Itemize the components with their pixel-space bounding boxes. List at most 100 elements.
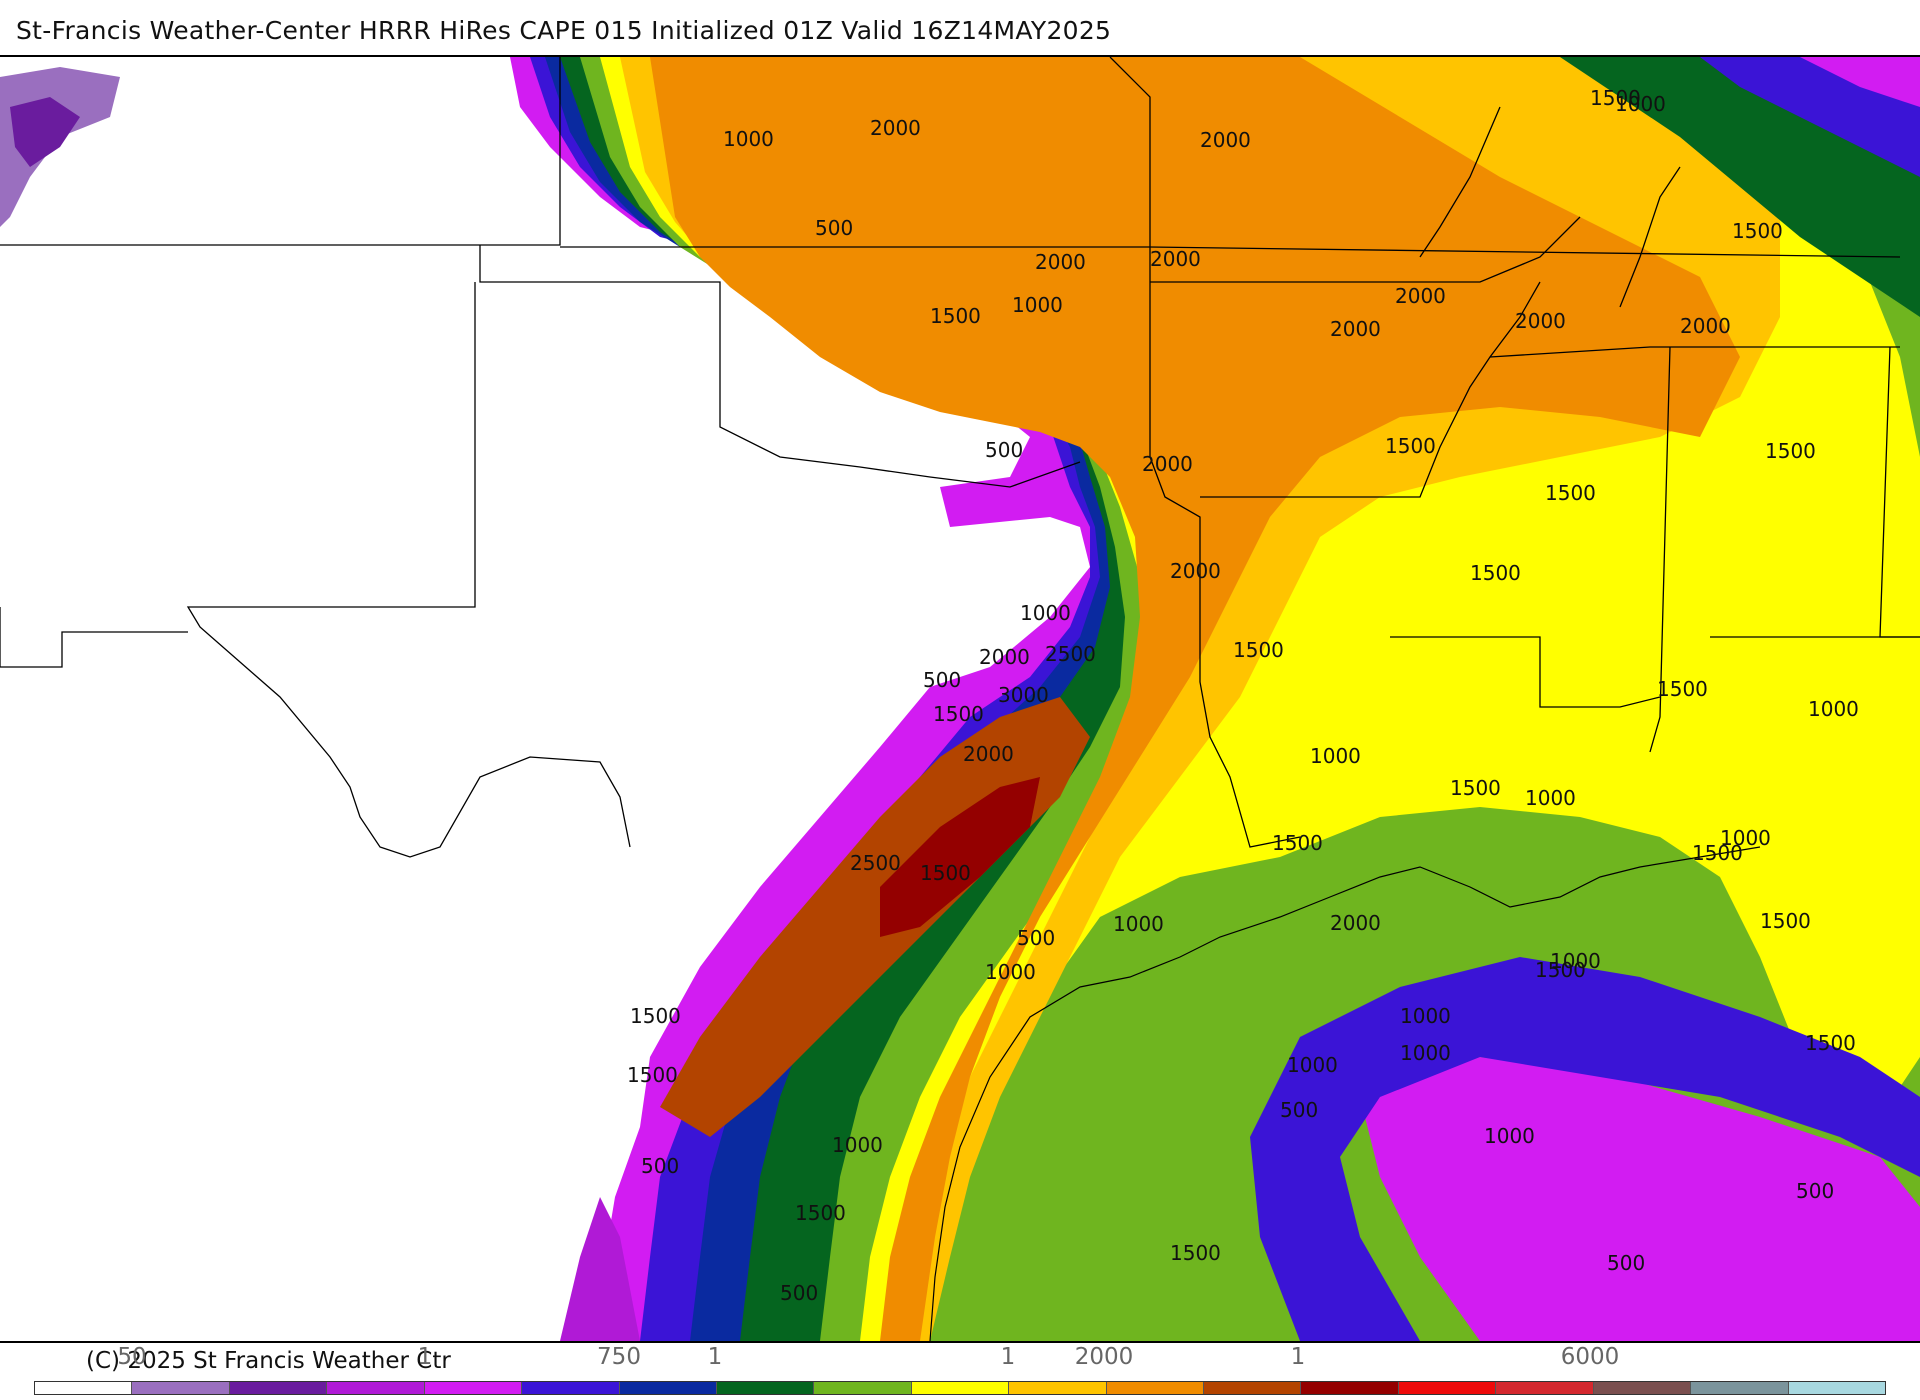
colorbar-swatch	[1204, 1382, 1302, 1394]
contour-label: 1500	[1657, 677, 1708, 701]
colorbar-swatch	[1788, 1382, 1886, 1394]
contour-label: 1000	[985, 960, 1036, 984]
contour-label: 1500	[1760, 909, 1811, 933]
contour-label: 2000	[1170, 559, 1221, 583]
contour-label: 1500	[1170, 1241, 1221, 1265]
contour-label: 2000	[963, 742, 1014, 766]
cape-band-nw-patch-inner	[10, 97, 80, 167]
colorbar-swatch	[424, 1382, 523, 1394]
colorbar-swatch	[911, 1382, 1010, 1394]
colorbar-swatch	[1009, 1382, 1107, 1394]
contour-label: 1500	[630, 1004, 681, 1028]
legend-tick-label: 750	[597, 1344, 641, 1370]
contour-label: 1000	[1720, 826, 1771, 850]
legend-tick-label: 1	[417, 1344, 433, 1370]
legend-tick-label: 1	[1000, 1344, 1016, 1370]
state-border	[1200, 281, 1541, 498]
colorbar-swatch	[522, 1382, 620, 1394]
state-border	[1649, 346, 1671, 753]
contour-label: 2000	[979, 645, 1030, 669]
contour-label: 1500	[1765, 439, 1816, 463]
contour-label: 1000	[1525, 786, 1576, 810]
cape-map: 1500200020001000150010005002000200020001…	[0, 55, 1920, 1343]
contour-label: 1500	[1470, 561, 1521, 585]
colorbar-swatch	[1593, 1382, 1692, 1394]
cape-band-darkred	[880, 777, 1040, 937]
contour-labels: 1500200020001000150010005002000200020001…	[627, 86, 1859, 1305]
colorbar-swatch	[327, 1382, 425, 1394]
contour-label: 1500	[930, 304, 981, 328]
state-border	[1390, 636, 1661, 708]
contour-label: 1000	[1113, 912, 1164, 936]
contour-label: 500	[641, 1154, 679, 1178]
legend-tick-label: 6000	[1560, 1344, 1620, 1370]
coastline	[929, 846, 1761, 1341]
cape-band-orange	[650, 57, 1740, 1341]
cape-band-gulf-violet	[1360, 1057, 1920, 1341]
contour-label: 1500	[920, 861, 971, 885]
state-borders	[0, 57, 1920, 858]
contour-label: 1000	[1808, 697, 1859, 721]
contour-label: 2000	[1150, 247, 1201, 271]
contour-label: 500	[1607, 1251, 1645, 1275]
contour-label: 3000	[998, 683, 1049, 707]
contour-label: 1500	[1590, 86, 1641, 110]
contour-label: 2000	[1035, 250, 1086, 274]
state-border	[1419, 106, 1501, 258]
state-border	[479, 245, 1081, 488]
state-border	[560, 246, 1901, 258]
colorbar-swatch	[229, 1382, 328, 1394]
cape-band-violet-sw	[560, 1197, 640, 1341]
contour-label: 500	[923, 668, 961, 692]
state-border	[186, 282, 631, 858]
contour-label: 500	[1796, 1179, 1834, 1203]
contour-label: 1500	[1272, 831, 1323, 855]
contour-label: 1000	[1287, 1053, 1338, 1077]
contour-label: 500	[985, 438, 1023, 462]
contour-label: 1500	[1692, 841, 1743, 865]
contour-label: 1000	[1550, 949, 1601, 973]
colorbar-swatch	[132, 1382, 230, 1394]
legend-tick-label: 1	[1290, 1344, 1306, 1370]
contour-label: 2000	[1330, 911, 1381, 935]
cape-band-gulf-blue	[1250, 957, 1920, 1341]
contour-label: 1500	[795, 1201, 846, 1225]
contour-label: 1500	[1385, 434, 1436, 458]
map-title: St-Francis Weather-Center HRRR HiRes CAP…	[16, 16, 1112, 45]
colorbar-swatch	[619, 1382, 717, 1394]
state-border	[1489, 346, 1900, 358]
contour-label: 1500	[1535, 958, 1586, 982]
contour-label: 2000	[1680, 314, 1731, 338]
contour-label: 500	[815, 216, 853, 240]
colorbar-swatch	[814, 1382, 912, 1394]
contour-label: 2000	[1395, 284, 1446, 308]
contour-label: 1000	[1310, 744, 1361, 768]
contour-label: 1500	[1732, 219, 1783, 243]
contour-label: 2500	[850, 851, 901, 875]
state-border	[1109, 57, 1301, 848]
colorbar-swatch	[1691, 1382, 1789, 1394]
contour-label: 1000	[832, 1133, 883, 1157]
colorbar-swatch	[1398, 1382, 1497, 1394]
legend-tick-label: 2000	[1074, 1344, 1134, 1370]
contour-label: 1500	[1805, 1031, 1856, 1055]
contour-label: 1500	[627, 1063, 678, 1087]
contour-label: 500	[1280, 1098, 1318, 1122]
contour-label: 500	[1017, 926, 1055, 950]
contour-label: 1000	[1020, 601, 1071, 625]
contour-label: 1000	[1400, 1041, 1451, 1065]
contour-label: 2500	[1045, 642, 1096, 666]
contour-label: 1000	[1012, 293, 1063, 317]
contour-label: 500	[780, 1281, 818, 1305]
contour-label: 2000	[1142, 452, 1193, 476]
contour-label: 2000	[870, 116, 921, 140]
contour-label: 1000	[723, 127, 774, 151]
colorbar-swatch	[716, 1382, 815, 1394]
colorbar-swatch	[1301, 1382, 1399, 1394]
state-border	[1150, 216, 1581, 283]
copyright-text: (C) 2025 St Francis Weather Ctr	[86, 1348, 451, 1374]
state-border	[0, 607, 188, 668]
contour-label: 1500	[933, 702, 984, 726]
contour-label: 2000	[1330, 317, 1381, 341]
contour-label: 1500	[1450, 776, 1501, 800]
